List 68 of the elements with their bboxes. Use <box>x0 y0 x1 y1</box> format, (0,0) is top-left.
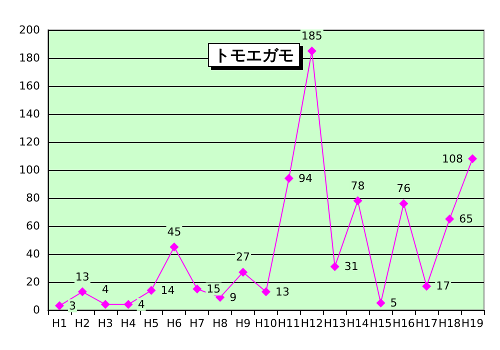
data-label: 5 <box>390 296 398 310</box>
data-label: 94 <box>298 172 312 185</box>
point <box>376 298 386 308</box>
point <box>54 301 64 310</box>
point <box>330 262 340 272</box>
y-tick-label: 40 <box>26 248 40 260</box>
y-tick-label: 60 <box>26 220 40 232</box>
data-label: 9 <box>230 290 237 304</box>
x-tick-label: H16 <box>392 317 415 330</box>
point <box>307 46 316 56</box>
point <box>146 286 156 295</box>
point <box>170 242 179 252</box>
x-tick-label: H15 <box>370 317 392 330</box>
x-tick-label: H17 <box>415 317 438 330</box>
data-label: 14 <box>160 284 175 297</box>
point <box>284 174 294 183</box>
data-label: 13 <box>276 285 290 298</box>
x-tick-label: H9 <box>235 317 251 330</box>
y-tick-label: 20 <box>26 276 40 288</box>
data-label: 65 <box>459 212 474 226</box>
y-tick-label: 140 <box>19 108 40 120</box>
data-label: 27 <box>236 250 250 264</box>
point <box>192 284 202 294</box>
data-label: 4 <box>138 298 145 311</box>
x-tick-label: H13 <box>324 317 346 330</box>
point <box>100 300 110 309</box>
x-tick-label: H18 <box>438 317 461 330</box>
y-tick-label: 100 <box>19 164 40 176</box>
x-tick-label: H7 <box>190 317 205 330</box>
point <box>262 287 270 296</box>
point <box>422 282 432 291</box>
y-tick-label: 0 <box>33 304 40 316</box>
data-label: 78 <box>350 179 365 192</box>
x-tick-label: H12 <box>300 317 324 330</box>
data-label: 17 <box>436 280 450 293</box>
data-label: 3 <box>68 299 76 312</box>
x-tick-label: H19 <box>461 317 484 330</box>
data-label: 185 <box>301 30 322 42</box>
y-tick-label: 180 <box>19 52 40 64</box>
point <box>353 196 362 206</box>
x-tick-label: H5 <box>144 317 159 330</box>
data-label: 108 <box>442 152 464 166</box>
x-tick-label: H1 <box>52 317 68 330</box>
point <box>399 199 408 208</box>
point <box>468 154 478 164</box>
point <box>445 214 454 224</box>
x-tick-label: H3 <box>98 317 114 330</box>
point <box>124 300 133 309</box>
x-tick-label: H10 <box>254 317 278 330</box>
data-label: 13 <box>75 270 90 284</box>
y-tick-label: 80 <box>26 192 40 204</box>
x-tick-label: H14 <box>346 317 369 330</box>
point <box>78 287 87 296</box>
data-label: 76 <box>396 182 411 196</box>
y-tick-label: 120 <box>19 136 40 148</box>
point <box>238 268 248 277</box>
x-tick-label: H6 <box>166 317 182 330</box>
data-label: 45 <box>167 226 182 238</box>
y-tick-label: 160 <box>19 80 40 92</box>
data-label: 4 <box>102 282 109 296</box>
text: トモエガモ <box>214 46 294 64</box>
x-tick-label: H11 <box>278 317 300 330</box>
x-tick-label: H8 <box>212 317 228 330</box>
y-tick-label: 200 <box>19 24 40 36</box>
data-label: 31 <box>344 260 358 274</box>
x-tick-label: H4 <box>120 317 136 330</box>
data-label: 15 <box>206 282 221 296</box>
x-tick-label: H2 <box>74 317 90 330</box>
